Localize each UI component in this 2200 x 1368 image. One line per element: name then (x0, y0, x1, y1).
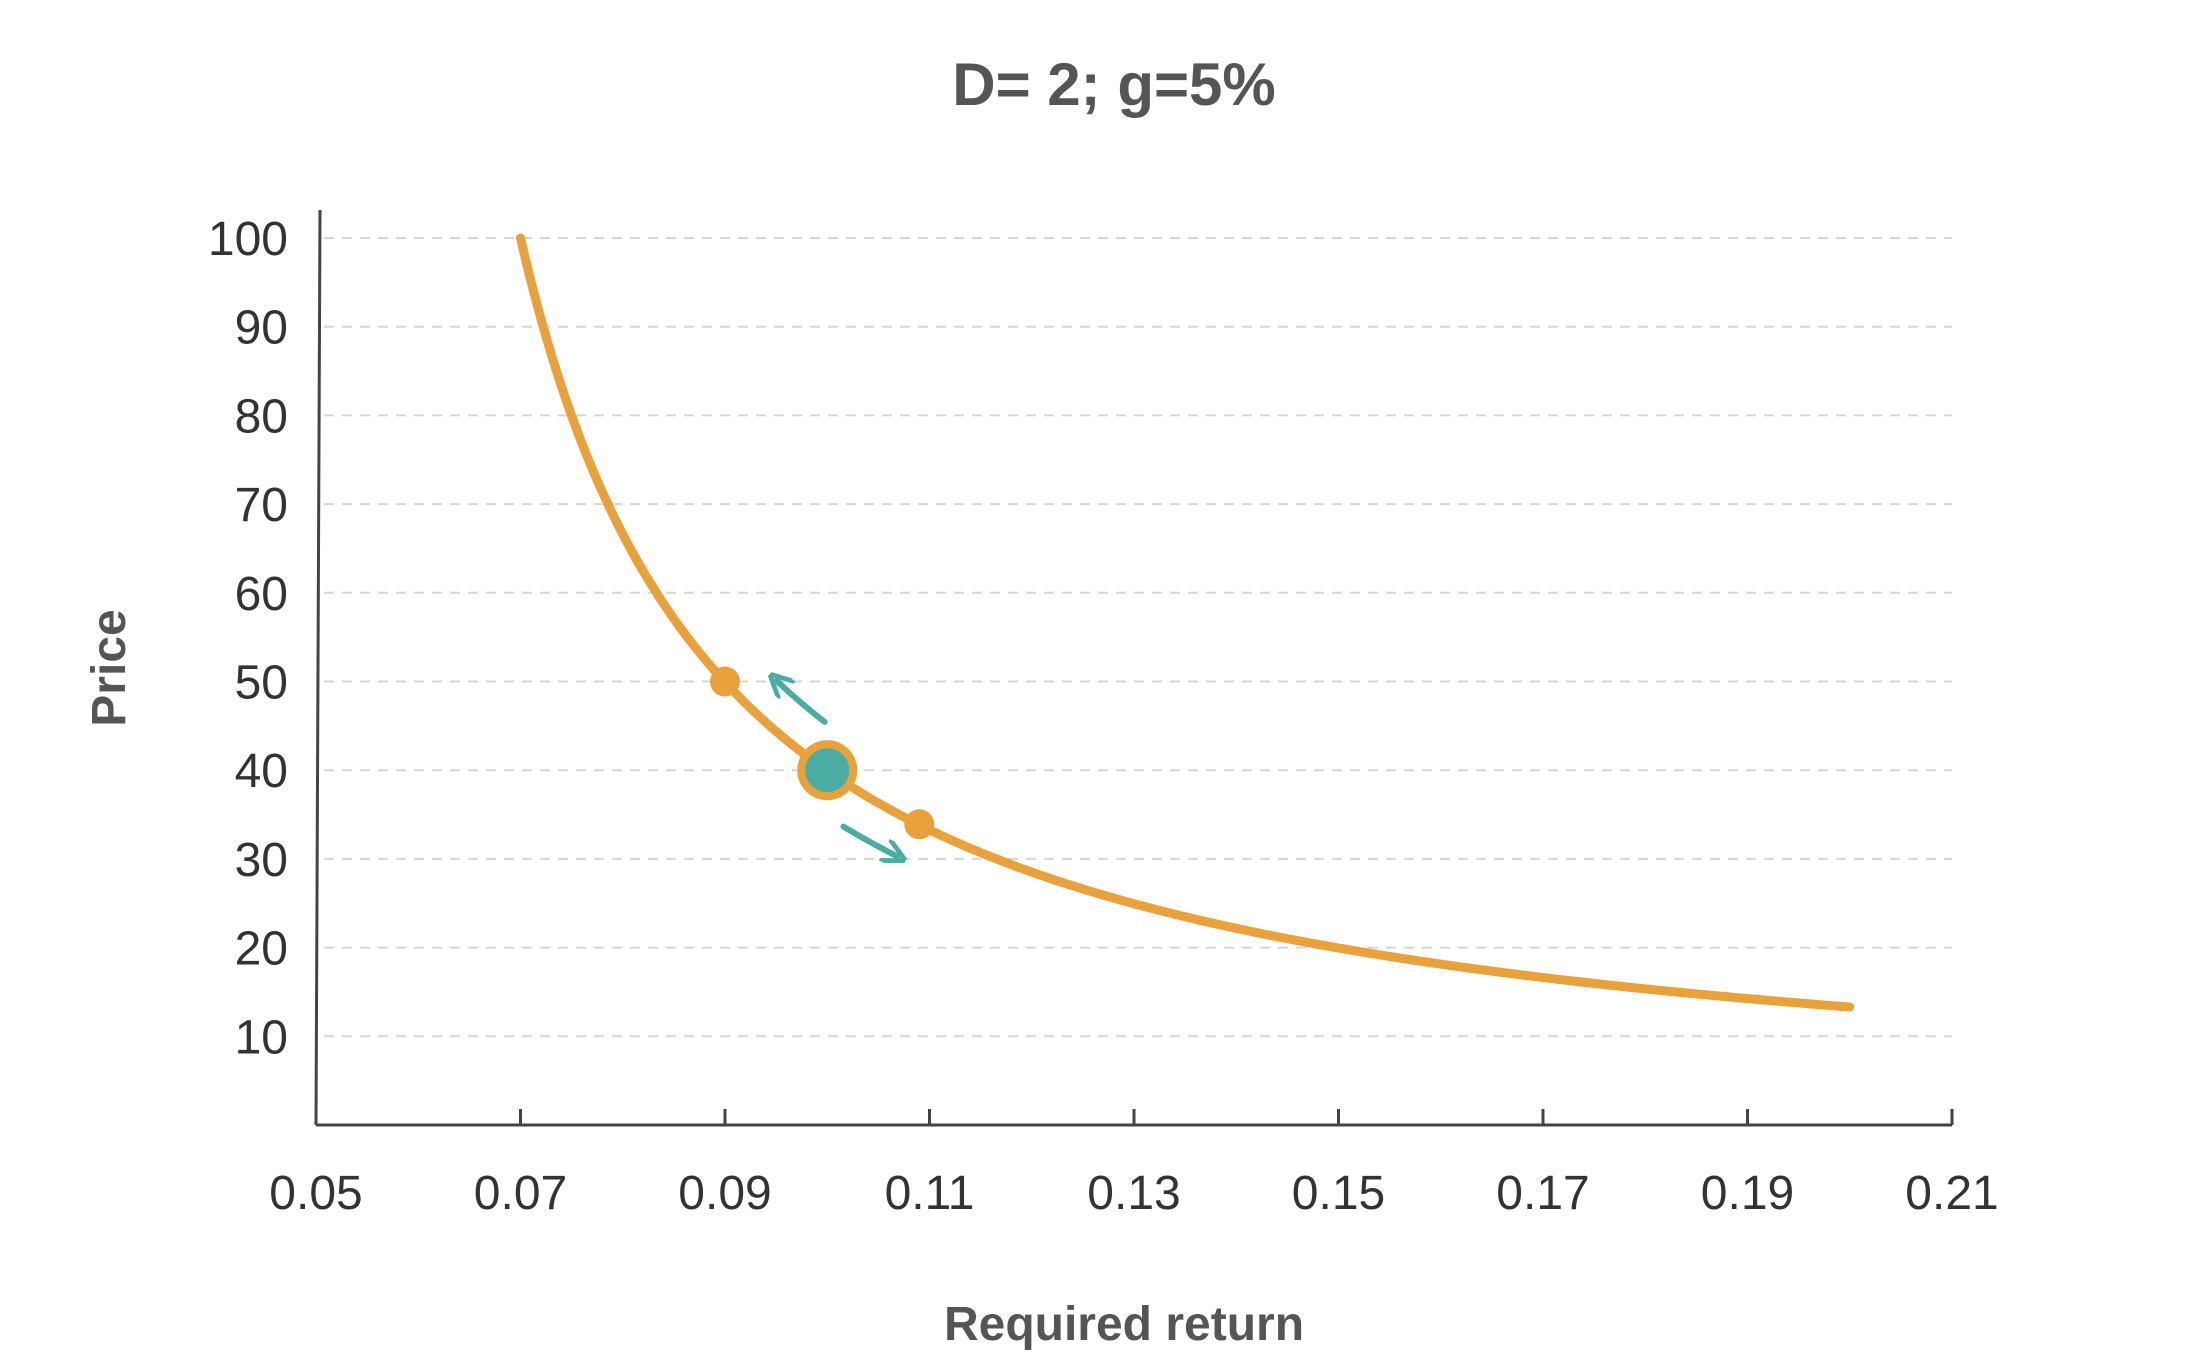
y-tick-label: 20 (235, 923, 288, 976)
y-tick-label: 70 (235, 479, 288, 532)
x-tick-label: 0.07 (474, 1167, 567, 1220)
x-axis-label: Required return (944, 1298, 1304, 1351)
x-tick-label: 0.21 (1905, 1167, 1998, 1220)
arrow-down-right (840, 823, 897, 857)
series (516, 233, 1855, 1012)
price-curve (516, 233, 1855, 1012)
y-tick-label: 90 (235, 302, 288, 355)
highlighted-points (710, 666, 935, 840)
highlight-point (904, 809, 935, 840)
y-tick-label: 100 (208, 213, 288, 266)
x-tick-label: 0.09 (678, 1167, 771, 1220)
x-tick-label: 0.17 (1496, 1167, 1589, 1220)
y-tick-label: 50 (235, 657, 288, 710)
y-tick-label: 60 (235, 568, 288, 621)
y-tick-label: 10 (235, 1011, 288, 1064)
highlight-point (710, 666, 740, 697)
x-tick-label: 0.19 (1701, 1167, 1794, 1220)
annotations (777, 681, 897, 857)
y-axis-line (314, 209, 322, 1126)
x-tick-label: 0.05 (269, 1167, 362, 1220)
highlight-point-main (797, 740, 858, 801)
x-tick-label: 0.13 (1087, 1167, 1180, 1220)
y-tick-label: 40 (235, 745, 288, 798)
x-tick-label: 0.11 (885, 1167, 975, 1220)
tick-labels: 10 20 30 40 50 60 70 80 90 100 0.05 0.07 0.09 0.11 0.1… (208, 213, 1999, 1220)
chart-title: D= 2; g=5% (952, 51, 1275, 118)
x-tick-label: 0.15 (1292, 1167, 1385, 1220)
grid-lines (324, 237, 1952, 1038)
axes (314, 209, 1954, 1127)
y-axis-label: Price (83, 609, 136, 726)
y-tick-label: 80 (235, 390, 288, 443)
arrow-up-left (777, 681, 828, 725)
y-tick-label: 30 (235, 834, 288, 887)
